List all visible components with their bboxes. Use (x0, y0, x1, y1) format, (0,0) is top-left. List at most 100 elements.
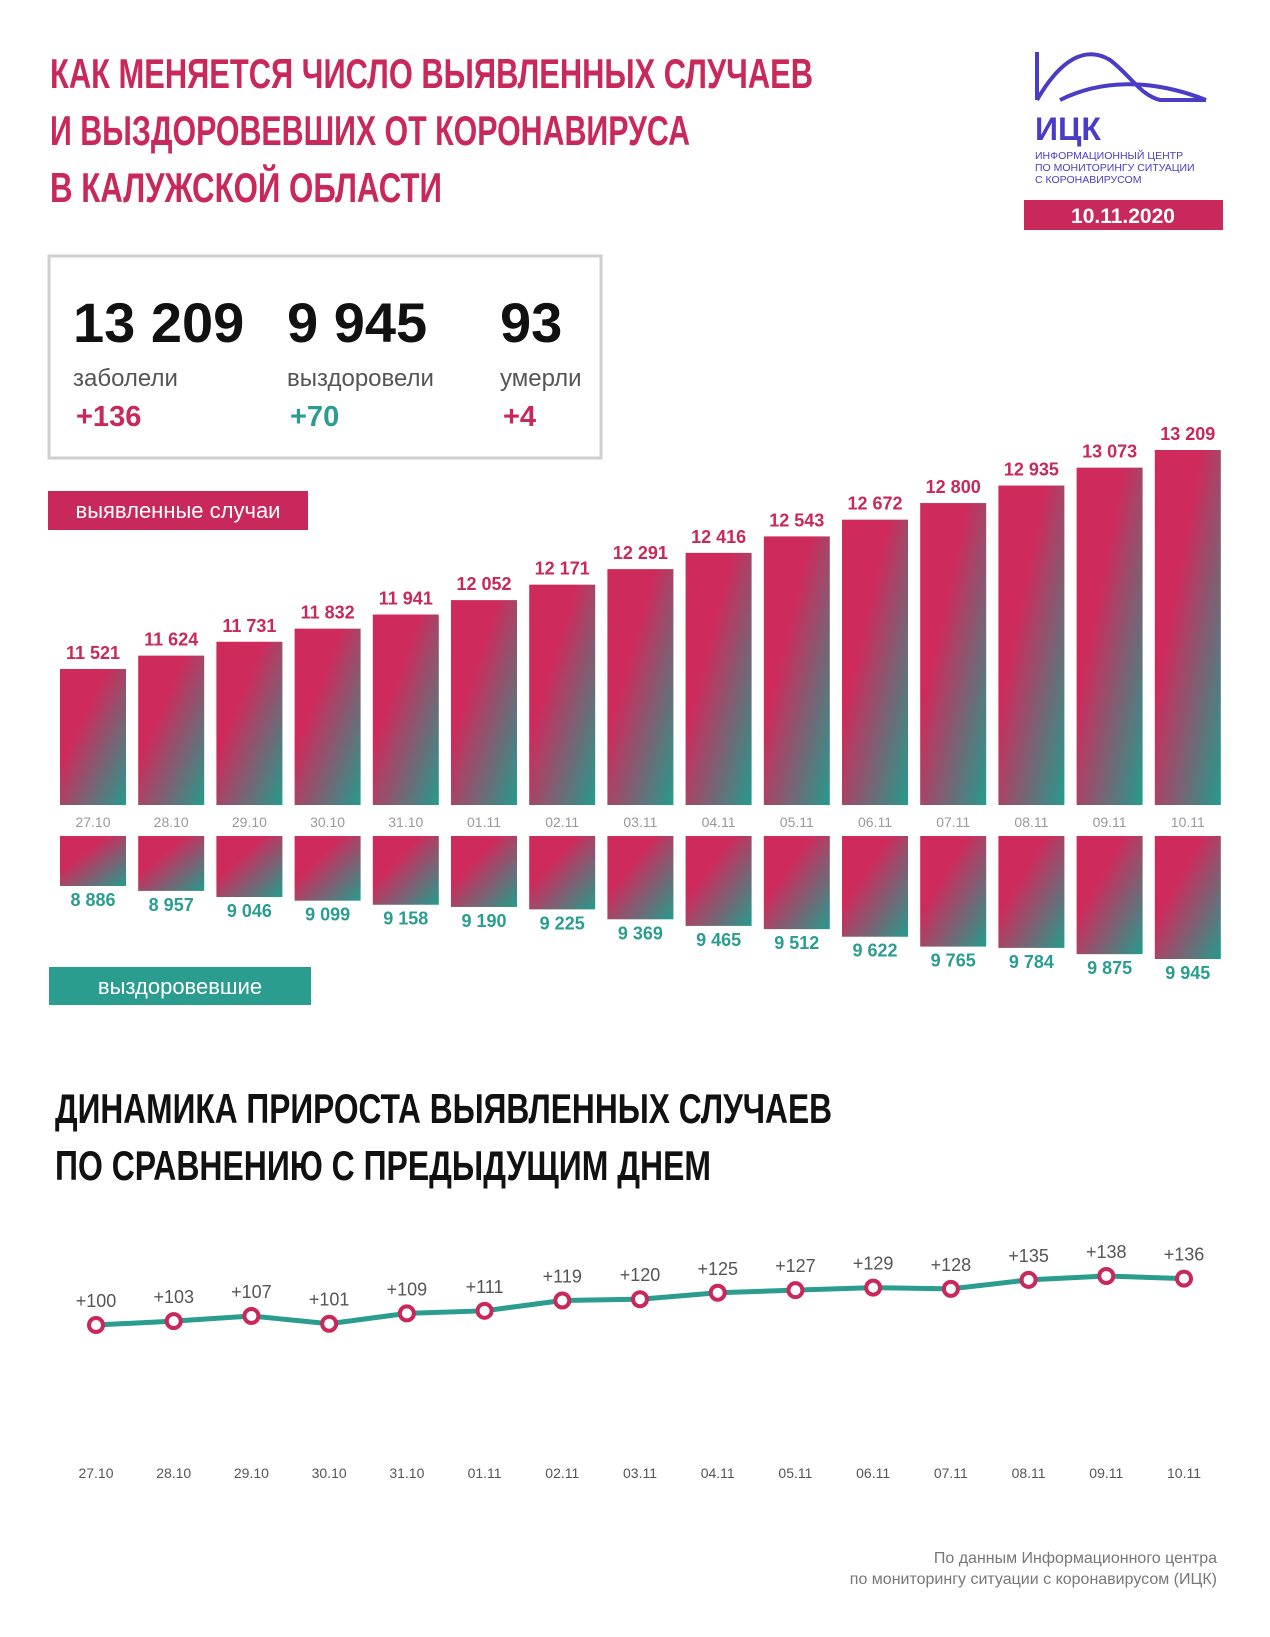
x-tick-label: 06.11 (856, 1465, 890, 1481)
line-chart: +100 27.10 +103 28.10 +107 29.10 +101 30.10 +109… (76, 1242, 1205, 1481)
logo-text: ИЦК (1035, 111, 1101, 147)
value-label: 9 512 (774, 933, 819, 953)
value-label: 13 073 (1082, 442, 1137, 462)
x-tick-label: 30.10 (312, 1465, 347, 1481)
source: По данным Информационного центра (934, 1550, 1217, 1567)
bar (842, 836, 908, 937)
value-label: 12 672 (847, 494, 902, 514)
x-tick-label: 01.11 (468, 1465, 502, 1481)
value-label: +109 (387, 1279, 428, 1299)
bar (1076, 836, 1143, 955)
bar (920, 836, 987, 947)
point (941, 1279, 960, 1298)
bar (138, 836, 205, 891)
bar (685, 836, 752, 926)
value-label: +103 (153, 1287, 194, 1307)
stat-delta: +136 (76, 401, 141, 433)
line-chart-title: ПО СРАВНЕНИЮ С ПРЕДЫДУЩИМ ДНЕМ (55, 1142, 711, 1189)
x-tick-label: 09.11 (1093, 814, 1127, 830)
value-label: +120 (620, 1265, 661, 1285)
bar (920, 503, 987, 805)
legend-cases (48, 491, 308, 530)
value-label: 13 209 (1160, 424, 1215, 444)
x-tick-label: 28.10 (156, 1465, 191, 1481)
point (397, 1304, 416, 1323)
point (164, 1312, 183, 1331)
value-label: 12 935 (1004, 460, 1059, 480)
value-label: 11 941 (379, 589, 433, 609)
point (320, 1314, 339, 1333)
value-label: +138 (1086, 1242, 1127, 1262)
x-tick-label: 06.11 (858, 814, 892, 830)
value-label: 9 465 (696, 930, 741, 950)
stat-label: заболели (73, 365, 178, 392)
value-label: +100 (76, 1291, 117, 1311)
x-tick-label: 05.11 (780, 814, 814, 830)
bar (294, 628, 361, 805)
point (786, 1281, 805, 1300)
point (864, 1278, 883, 1297)
point (87, 1316, 105, 1334)
value-label: 11 731 (222, 616, 276, 636)
bar (685, 552, 752, 805)
point (631, 1290, 649, 1309)
bar (216, 836, 283, 898)
x-tick-label: 09.11 (1089, 1465, 1123, 1481)
point (553, 1291, 572, 1310)
point (242, 1306, 261, 1325)
title-line: В КАЛУЖСКОЙ ОБЛАСТИ (50, 163, 442, 211)
x-tick-label: 08.11 (1012, 1465, 1046, 1481)
stat-label: выздоровели (287, 365, 434, 392)
x-tick-label: 04.11 (702, 814, 736, 830)
value-label: +136 (1164, 1245, 1205, 1265)
stats-box (47, 254, 603, 460)
value-label: 12 416 (691, 527, 746, 547)
x-tick-label: 31.10 (388, 814, 423, 830)
value-label: 9 158 (383, 909, 428, 929)
title-line: И ВЫЗДОРОВЕВШИХ ОТ КОРОНАВИРУСА (50, 107, 690, 154)
legend-recovered (49, 967, 311, 1005)
x-tick-label: 10.11 (1167, 1465, 1201, 1481)
x-tick-label: 07.11 (934, 1465, 968, 1481)
value-label: 12 291 (613, 543, 668, 563)
x-tick-label: 31.10 (389, 1465, 424, 1481)
bar (607, 836, 674, 920)
value-label: 9 369 (618, 923, 663, 943)
value-label: 12 171 (535, 559, 590, 579)
date-badge (1024, 200, 1223, 230)
value-label: 11 521 (66, 643, 120, 663)
value-label: 9 225 (540, 913, 585, 933)
value-label: 9 099 (305, 905, 350, 925)
value-label: +119 (543, 1267, 582, 1287)
value-label: +125 (697, 1259, 738, 1279)
bar (763, 836, 830, 930)
x-tick-label: 10.11 (1171, 814, 1205, 830)
bar (451, 836, 517, 907)
value-label: 9 622 (852, 941, 897, 961)
value-label: +127 (775, 1256, 816, 1276)
value-label: 11 832 (301, 603, 355, 623)
stat-delta: +70 (290, 401, 339, 433)
x-tick-label: 27.10 (78, 1465, 113, 1481)
bar (372, 614, 439, 805)
logo-subtitle: ПО МОНИТОРИНГУ СИТУАЦИИ (1035, 162, 1195, 174)
point (1175, 1269, 1193, 1288)
x-tick-label: 03.11 (623, 814, 657, 830)
bar (1076, 467, 1143, 805)
x-tick-label: 27.10 (75, 814, 110, 830)
x-tick-label: 29.10 (232, 814, 267, 830)
legend-label: выздоровевшие (98, 974, 262, 999)
logo-subtitle: С КОРОНАВИРУСОМ (1035, 174, 1141, 186)
point (1019, 1270, 1038, 1289)
x-tick-label: 29.10 (234, 1465, 269, 1481)
x-tick-label: 28.10 (154, 814, 189, 830)
point (708, 1283, 727, 1302)
line-chart-title: ДИНАМИКА ПРИРОСТА ВЫЯВЛЕННЫХ СЛУЧАЕВ (55, 1085, 832, 1132)
bar (451, 600, 517, 805)
bar (842, 519, 908, 805)
stat-value: 93 (500, 291, 562, 354)
bar (1154, 836, 1221, 959)
value-label: +135 (1008, 1246, 1049, 1266)
point (475, 1301, 494, 1320)
